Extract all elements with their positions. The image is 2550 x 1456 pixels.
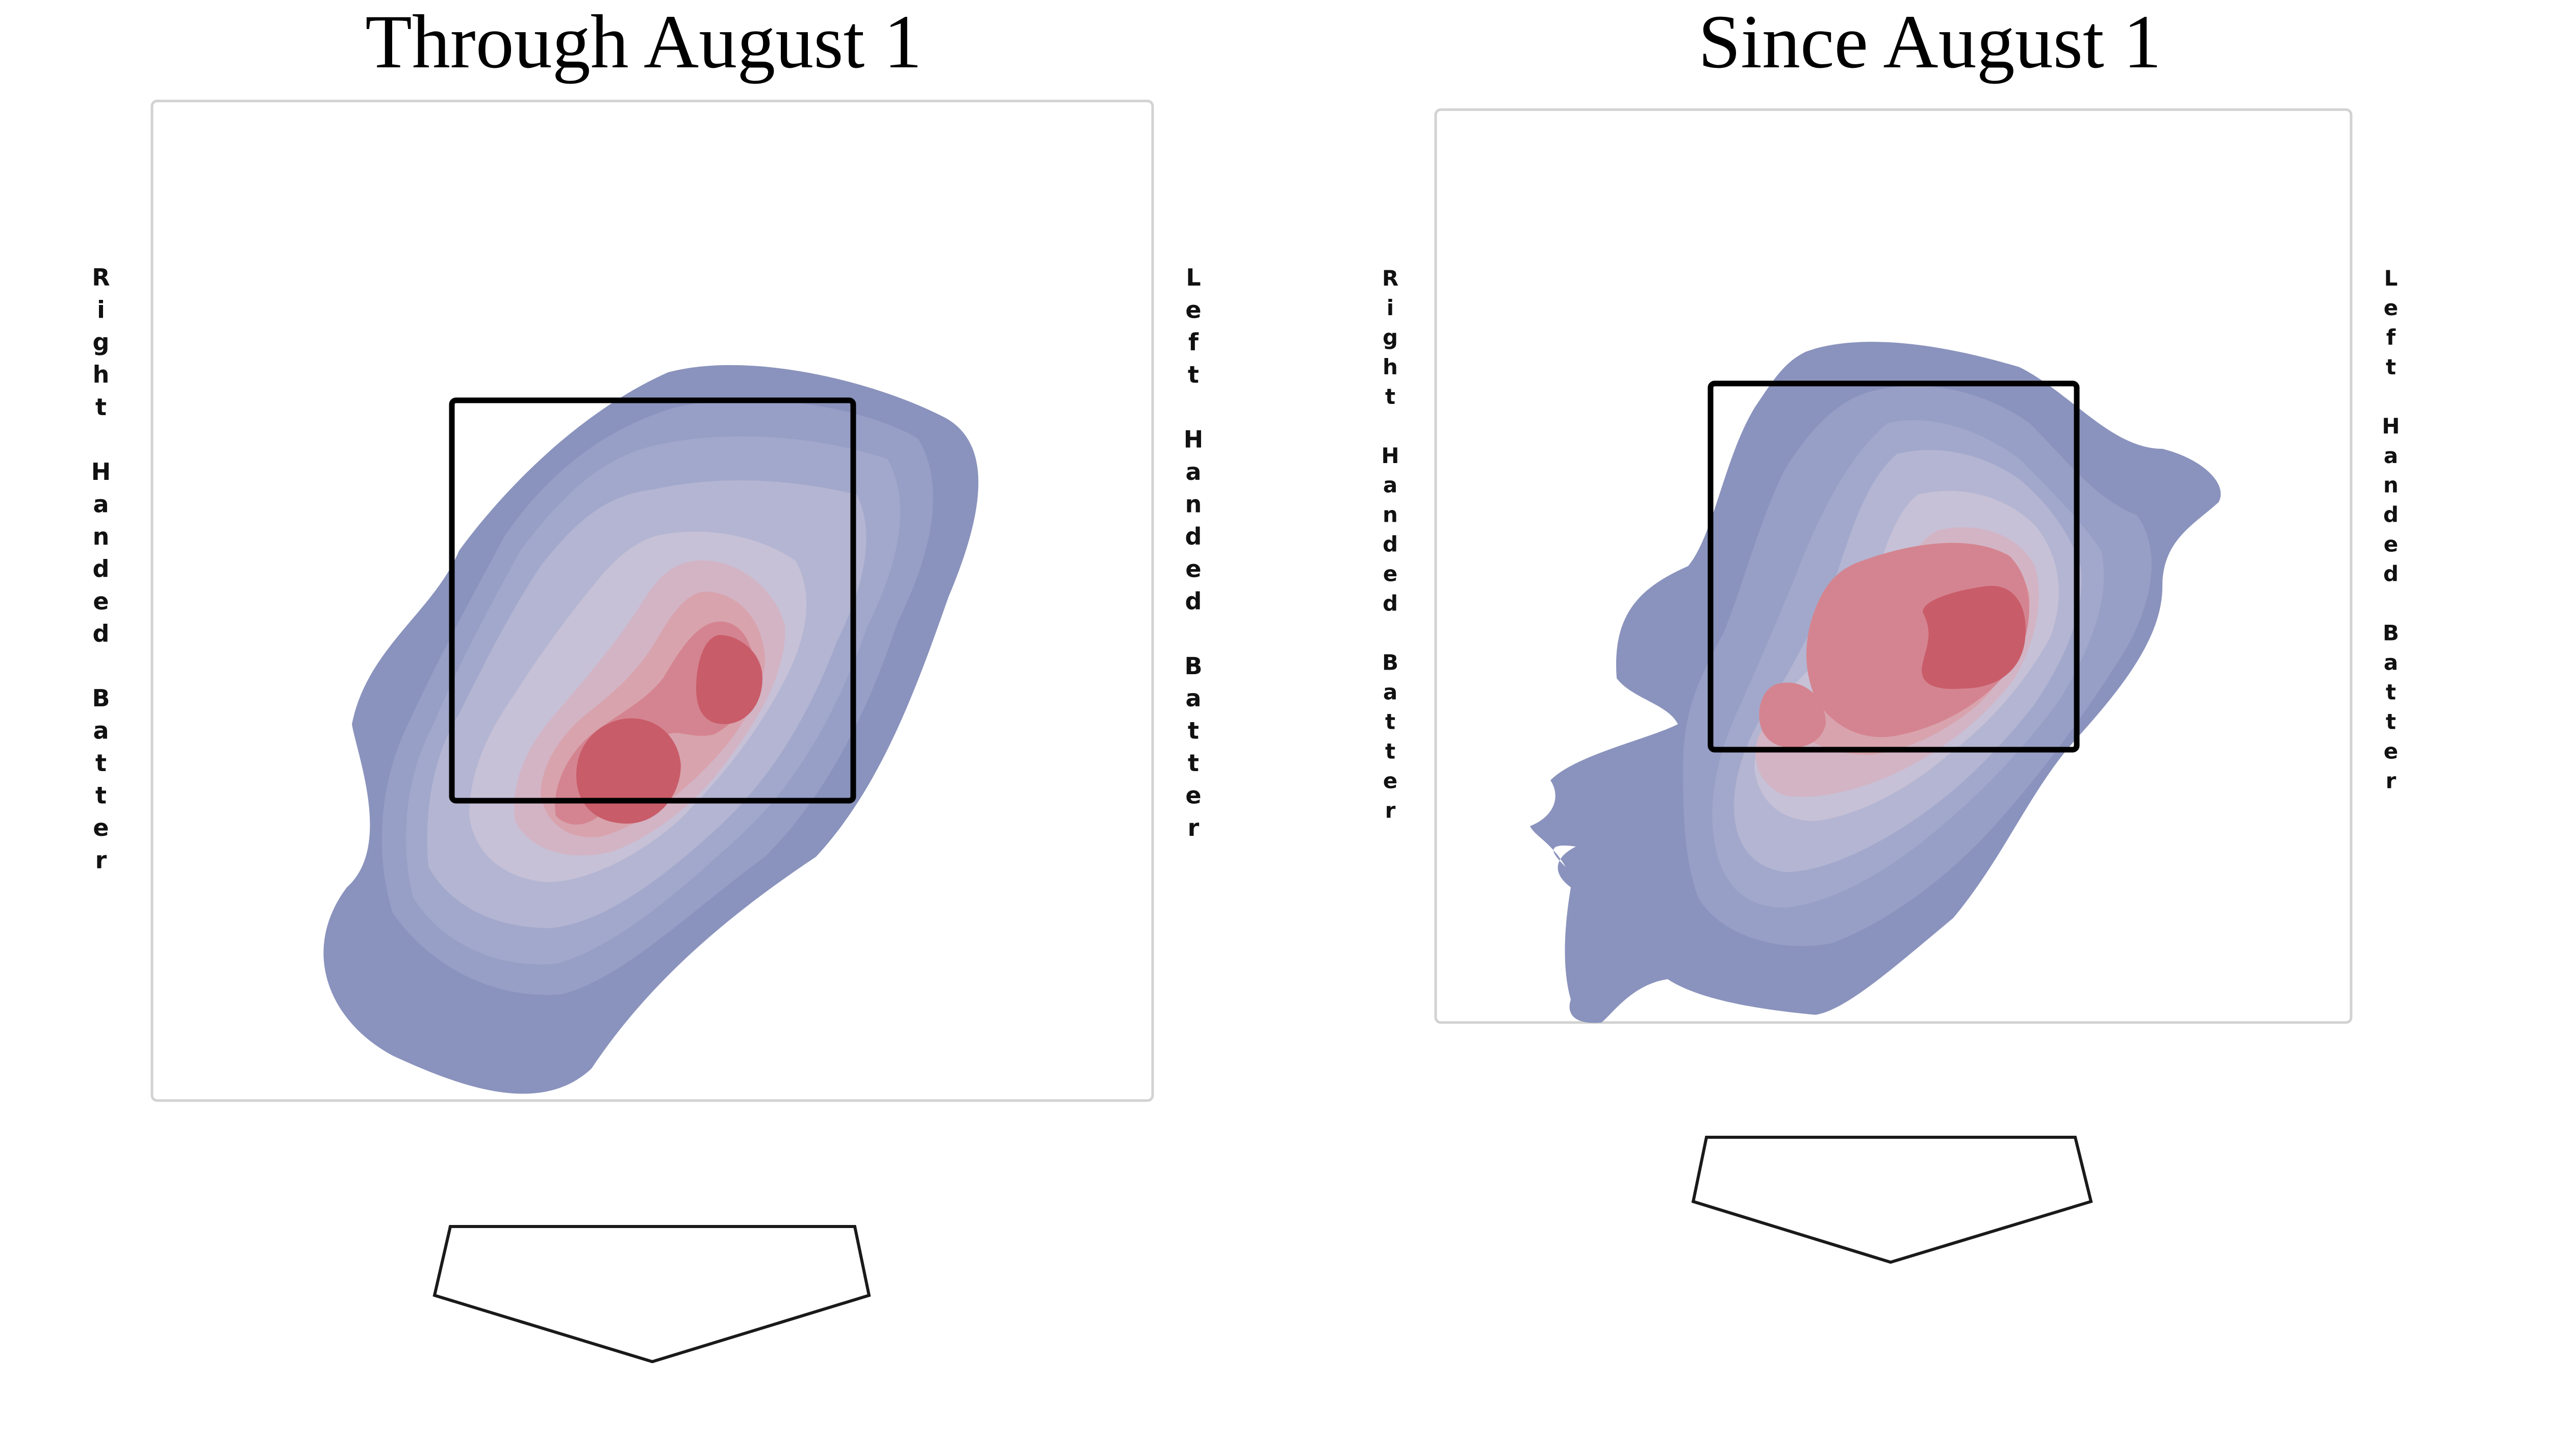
panel-title: Since August 1 [1698, 0, 2161, 84]
strike-zone [1707, 380, 2080, 753]
density-contours [323, 365, 979, 1094]
contour-peak-primary [576, 718, 681, 824]
home-plate [432, 1225, 871, 1364]
contour-peak-secondary [696, 635, 762, 724]
contour-peak-secondary [1759, 682, 1826, 748]
density-contours [1530, 342, 2221, 1023]
home-plate [1691, 1136, 2093, 1264]
contour-peak-primary [1922, 585, 2026, 689]
strike-zone [449, 397, 856, 804]
panel-title: Through August 1 [365, 0, 922, 84]
